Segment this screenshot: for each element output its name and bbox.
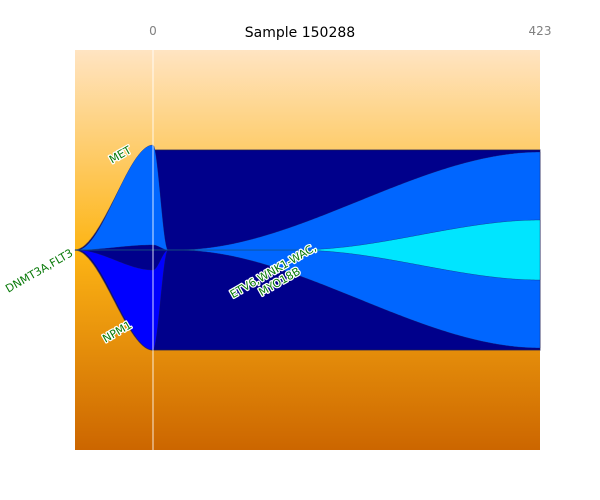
clone-band-c5 bbox=[74, 219, 541, 281]
chart-title: Sample 150288 bbox=[245, 25, 355, 41]
clone-label-dnmt3a-flt3: DNMT3A,FLT3 bbox=[3, 246, 75, 295]
timepoint-label-0: 0 bbox=[149, 24, 157, 38]
timepoint-label-423: 423 bbox=[529, 24, 552, 38]
clone-layer bbox=[74, 144, 541, 351]
